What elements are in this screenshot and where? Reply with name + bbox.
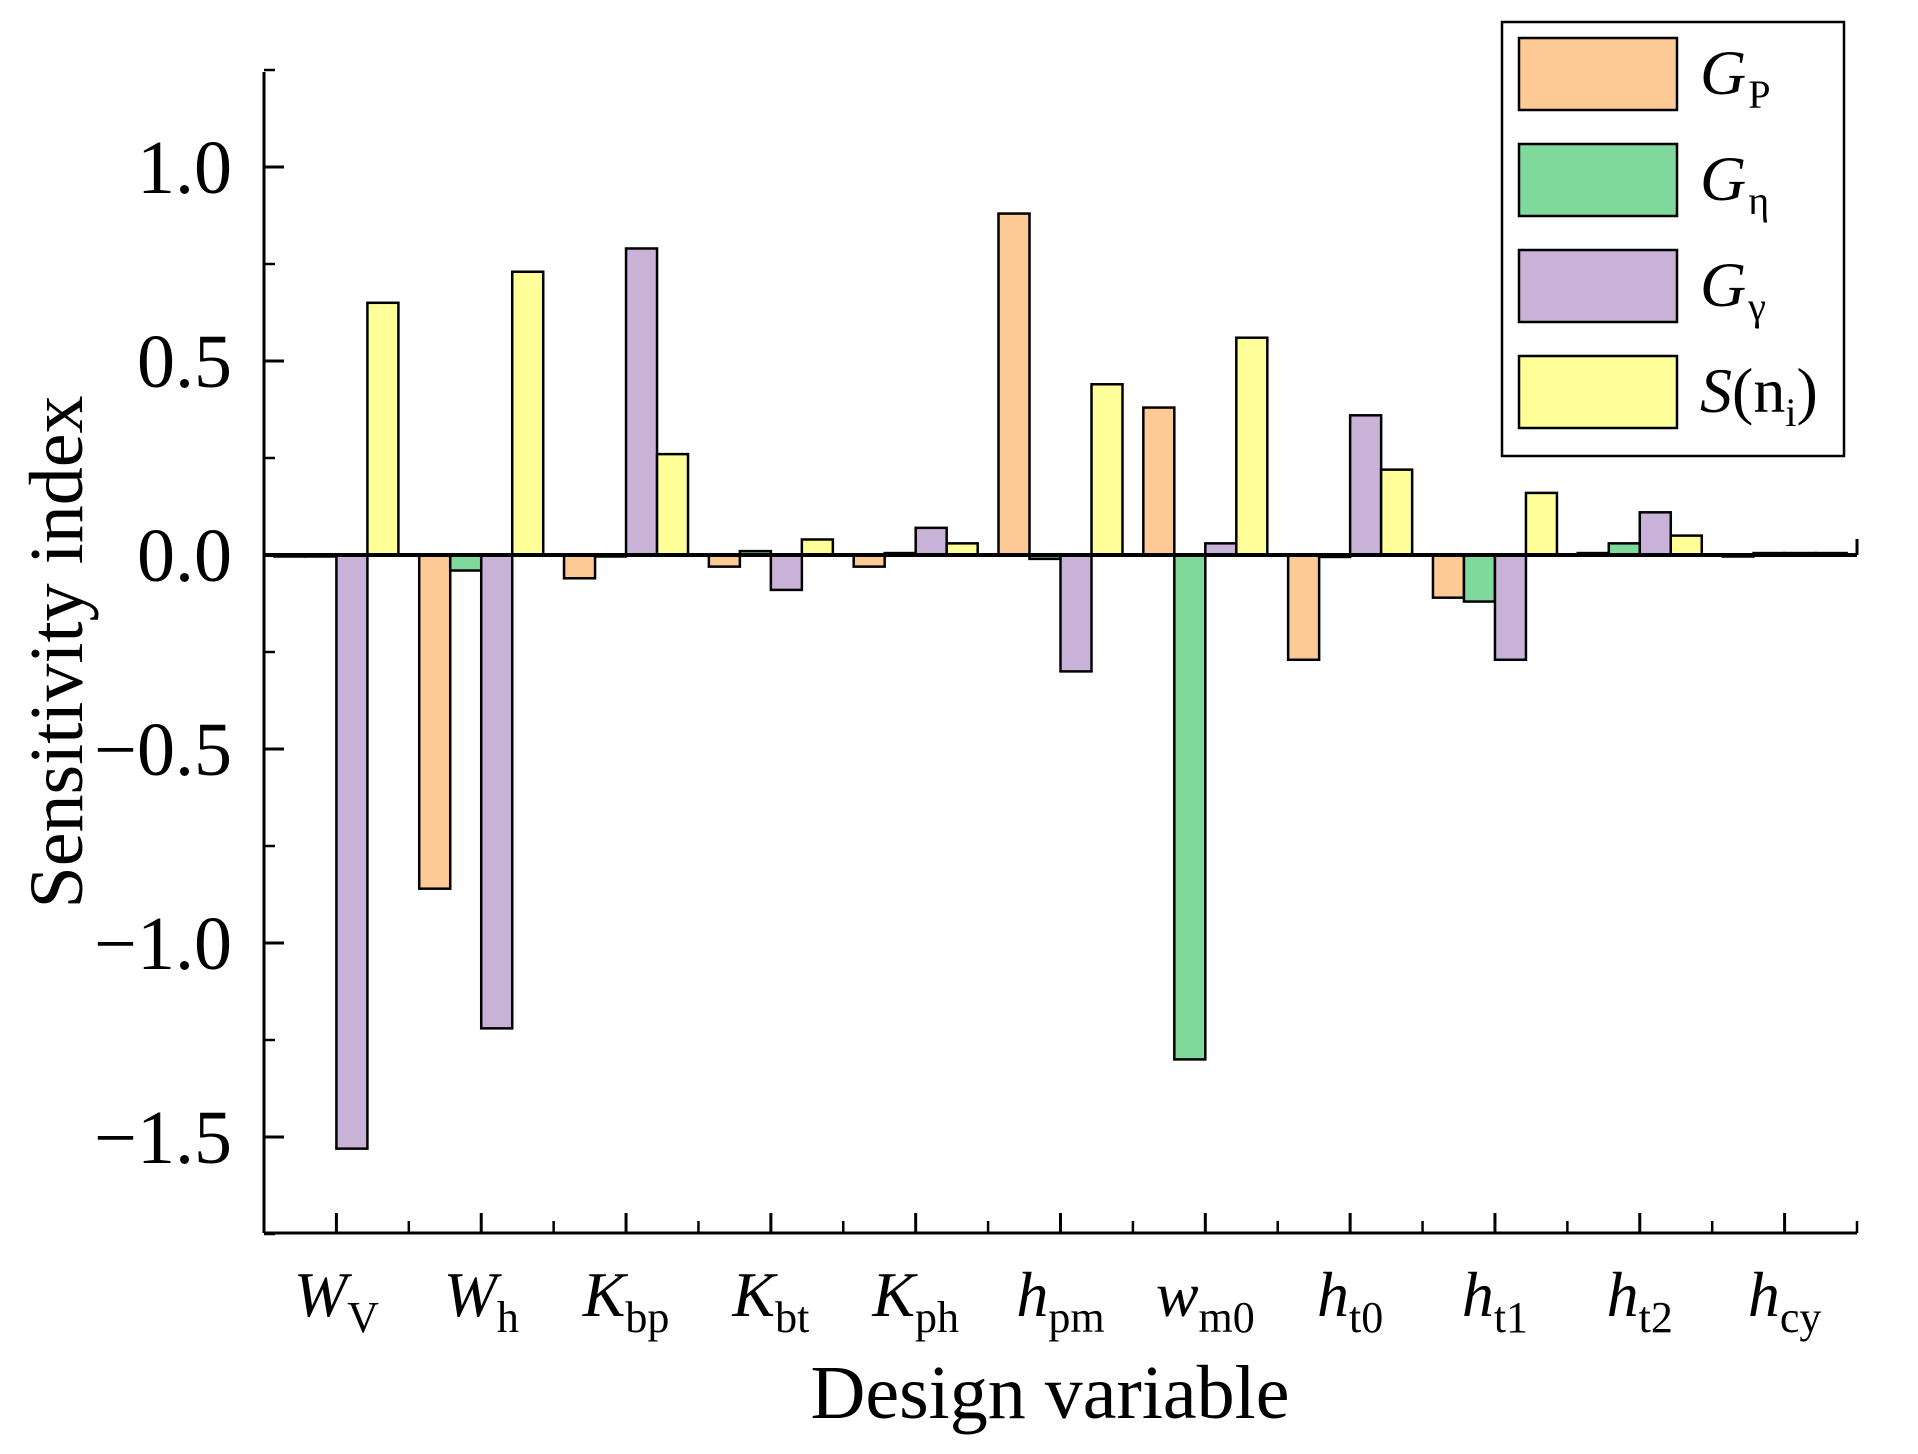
- category-label: wm0: [1156, 1259, 1255, 1342]
- y-tick-label: −1.0: [94, 902, 232, 986]
- bar-0-2: [562, 553, 597, 580]
- legend-swatch: [1517, 142, 1679, 218]
- y-axis-title: Sensitivity index: [15, 396, 99, 909]
- legend-label-main: G: [1700, 249, 1746, 320]
- y-tick-label: 0.0: [137, 514, 232, 598]
- bar-3-3: [800, 538, 835, 557]
- category-label-sub: pm: [1048, 1293, 1104, 1342]
- category-label: hpm: [1016, 1259, 1104, 1342]
- category-label-main: w: [1156, 1259, 1199, 1330]
- ticks-group: 1.0 0.5 0.0 −0.5 −1.0 −1.5: [94, 68, 1859, 1236]
- legend-label-sub: i: [1785, 390, 1796, 435]
- legend-label-open: (n: [1732, 355, 1785, 426]
- legend-label-close: ): [1796, 355, 1817, 426]
- category-label: ht2: [1607, 1259, 1673, 1342]
- legend-label: Gη: [1700, 143, 1769, 223]
- bar-3-6: [1235, 336, 1269, 557]
- bar-2-0: [335, 553, 369, 1150]
- legend-label-sub: P: [1748, 72, 1770, 117]
- category-label-main: K: [731, 1259, 778, 1330]
- category-label-main: K: [871, 1259, 918, 1330]
- category-label: WV: [294, 1259, 379, 1342]
- bar-0-8: [1431, 553, 1466, 599]
- legend-swatch: [1517, 354, 1679, 430]
- y-tick-label: −0.5: [94, 708, 232, 792]
- category-label-main: h: [1317, 1259, 1349, 1330]
- category-label-sub: cy: [1780, 1293, 1822, 1342]
- bar-2-9: [1638, 511, 1673, 557]
- legend-label: S(ni): [1700, 355, 1818, 435]
- category-label-sub: bp: [625, 1293, 669, 1342]
- legend-label-main: G: [1700, 37, 1746, 108]
- bar-0-5: [997, 212, 1031, 557]
- bar-2-4: [914, 526, 948, 557]
- category-label-sub: h: [497, 1293, 519, 1342]
- category-label-main: h: [1607, 1259, 1639, 1330]
- bar-2-2: [624, 247, 659, 557]
- category-label-main: W: [294, 1259, 353, 1330]
- bar-3-2: [655, 452, 690, 557]
- category-label: Kbt: [731, 1259, 809, 1342]
- category-label: hcy: [1748, 1259, 1822, 1342]
- category-label-sub: t1: [1494, 1293, 1528, 1342]
- category-label-sub: t0: [1349, 1293, 1383, 1342]
- category-label: Kbp: [582, 1259, 670, 1342]
- category-label-sub: t2: [1639, 1293, 1673, 1342]
- category-label-main: K: [582, 1259, 629, 1330]
- bar-3-9: [1669, 534, 1704, 557]
- legend-swatch: [1517, 36, 1679, 112]
- bars-group: [273, 212, 1848, 1150]
- category-label-sub: m0: [1199, 1293, 1255, 1342]
- bar-2-1: [479, 553, 514, 1030]
- category-label-main: h: [1748, 1259, 1780, 1330]
- y-tick-label: 0.5: [137, 320, 232, 404]
- y-tick-label: −1.5: [94, 1096, 232, 1180]
- category-label: Wh: [444, 1259, 519, 1342]
- bar-2-7: [1348, 414, 1383, 557]
- category-label-main: h: [1016, 1259, 1048, 1330]
- category-label: Kph: [871, 1259, 959, 1342]
- bar-1-8: [1462, 553, 1497, 603]
- bar-2-8: [1493, 553, 1528, 662]
- legend-swatch: [1517, 248, 1679, 324]
- category-label-sub: ph: [915, 1293, 959, 1342]
- category-label: ht1: [1462, 1259, 1528, 1342]
- legend-label: Gγ: [1700, 249, 1766, 329]
- bar-0-1: [417, 553, 452, 890]
- bar-2-3: [769, 553, 804, 592]
- category-labels-group: WV Wh Kbp Kbt Kph hpm wm0 ht0 ht1 ht2 hcy: [294, 1259, 1821, 1342]
- bar-1-6: [1173, 553, 1207, 1061]
- bar-3-0: [366, 301, 400, 557]
- bar-1-1: [448, 553, 483, 572]
- bar-3-1: [510, 270, 545, 557]
- legend-label-sub: γ: [1747, 284, 1766, 329]
- bar-0-7: [1286, 553, 1321, 662]
- legend-label-main: G: [1700, 143, 1746, 214]
- x-axis-title: Design variable: [810, 1351, 1289, 1435]
- category-label-main: W: [444, 1259, 503, 1330]
- legend-label-sub: η: [1748, 178, 1769, 223]
- category-label-main: h: [1462, 1259, 1494, 1330]
- legend-label-main: S: [1700, 355, 1732, 426]
- bar-3-8: [1524, 491, 1559, 557]
- bar-3-5: [1090, 383, 1124, 557]
- category-label-sub: V: [347, 1293, 379, 1342]
- category-label: ht0: [1317, 1259, 1383, 1342]
- category-label-sub: bt: [775, 1293, 809, 1342]
- bar-0-6: [1142, 406, 1176, 557]
- bar-3-7: [1379, 468, 1414, 557]
- legend-label: GP: [1700, 37, 1770, 117]
- bar-2-5: [1059, 553, 1093, 673]
- y-tick-label: 1.0: [137, 126, 232, 210]
